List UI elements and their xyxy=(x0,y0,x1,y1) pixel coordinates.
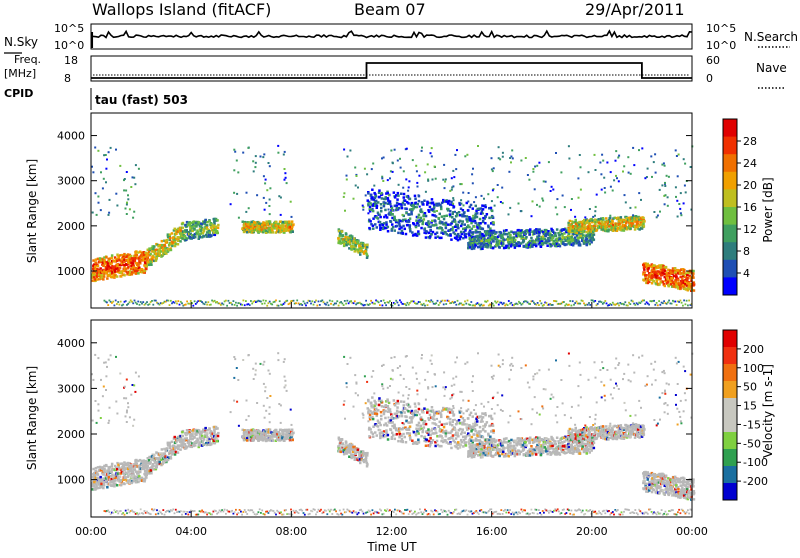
velocity-ytick-label: 2000 xyxy=(57,428,85,441)
noise-tick-low-right: 10^0 xyxy=(706,39,736,52)
power-colorbar-tick: 12 xyxy=(743,223,757,236)
velocity-ylabel: Slant Range [km] xyxy=(25,366,39,470)
noise-panel: N.Sky 10^5 10^0 10^5 10^0 N.Search xyxy=(4,22,798,53)
velocity-colorbar-tick: -15 xyxy=(743,418,761,431)
cpid-panel: tau (fast) 503 xyxy=(91,88,188,110)
time-xtick-label: 04:00 xyxy=(175,525,207,538)
nsky-series-line xyxy=(91,31,692,48)
time-xlabel: Time UT xyxy=(366,540,417,554)
power-panel: 1000 2000 3000 4000 Slant Range [km] xyxy=(25,113,695,308)
freq-series-line xyxy=(91,63,692,78)
power-colorbar-tick: 20 xyxy=(743,179,757,192)
freq-unit-label: [MHz] xyxy=(4,67,36,80)
power-colorbar-tick: 8 xyxy=(743,245,750,258)
velocity-colorbar-tick: 50 xyxy=(743,381,757,394)
time-xtick-label: 16:00 xyxy=(476,525,508,538)
power-ytick-label: 3000 xyxy=(57,175,85,188)
freq-label: Freq. xyxy=(14,53,41,66)
velocity-ytick-label: 4000 xyxy=(57,337,85,350)
time-xtick-label: 08:00 xyxy=(275,525,307,538)
nsearch-label: N.Search xyxy=(744,30,798,44)
power-colorbar-tick: 16 xyxy=(743,201,757,214)
nave-tick-low: 0 xyxy=(706,72,713,85)
nave-label: Nave xyxy=(756,61,787,75)
power-scatter-layer xyxy=(91,145,695,307)
noise-tick-low-left: 10^0 xyxy=(54,39,84,52)
velocity-colorbar-label: Velocity [m s-1] xyxy=(761,364,775,458)
power-colorbar-label: Power [dB] xyxy=(761,177,775,242)
velocity-ytick-label: 1000 xyxy=(57,474,85,487)
time-xtick-label: 00:00 xyxy=(75,525,107,538)
freq-tick-high: 18 xyxy=(64,54,78,67)
power-colorbar-tick: 4 xyxy=(743,267,750,280)
noise-tick-high-right: 10^5 xyxy=(706,22,736,35)
power-ylabel: Slant Range [km] xyxy=(25,159,39,263)
velocity-colorbar-tick: 15 xyxy=(743,400,757,413)
time-xtick-label: 00:00 xyxy=(676,525,708,538)
velocity-panel: 1000 2000 3000 4000 00:00 04:00 08:00 12:00 16:… xyxy=(25,302,708,554)
velocity-ytick-label: 3000 xyxy=(57,382,85,395)
power-colorbar-tick: 28 xyxy=(743,135,757,148)
power-ytick-label: 1000 xyxy=(57,265,85,278)
time-xtick-label: 20:00 xyxy=(576,525,608,538)
power-colorbar: 28 24 20 16 12 8 4 xyxy=(723,119,757,296)
beam-title: Beam 07 xyxy=(354,0,426,19)
nave-tick-high: 60 xyxy=(706,54,720,67)
nsky-label: N.Sky xyxy=(4,35,38,49)
cpid-value: tau (fast) 503 xyxy=(95,93,188,107)
velocity-colorbar-tick: 200 xyxy=(743,343,764,356)
station-title: Wallops Island (fitACF) xyxy=(92,0,271,19)
velocity-colorbar-tick: -200 xyxy=(743,475,768,488)
freq-tick-low: 8 xyxy=(64,72,71,85)
power-colorbar-tick: 24 xyxy=(743,157,757,170)
velocity-colorbar-tick: -50 xyxy=(743,437,761,450)
date-title: 29/Apr/2011 xyxy=(585,0,685,19)
power-ytick-label: 4000 xyxy=(57,130,85,143)
cpid-label: CPID xyxy=(4,87,33,100)
power-ytick-label: 2000 xyxy=(57,220,85,233)
noise-tick-high-left: 10^5 xyxy=(54,22,84,35)
time-xtick-label: 12:00 xyxy=(376,525,408,538)
velocity-scatter-layer xyxy=(91,352,695,515)
